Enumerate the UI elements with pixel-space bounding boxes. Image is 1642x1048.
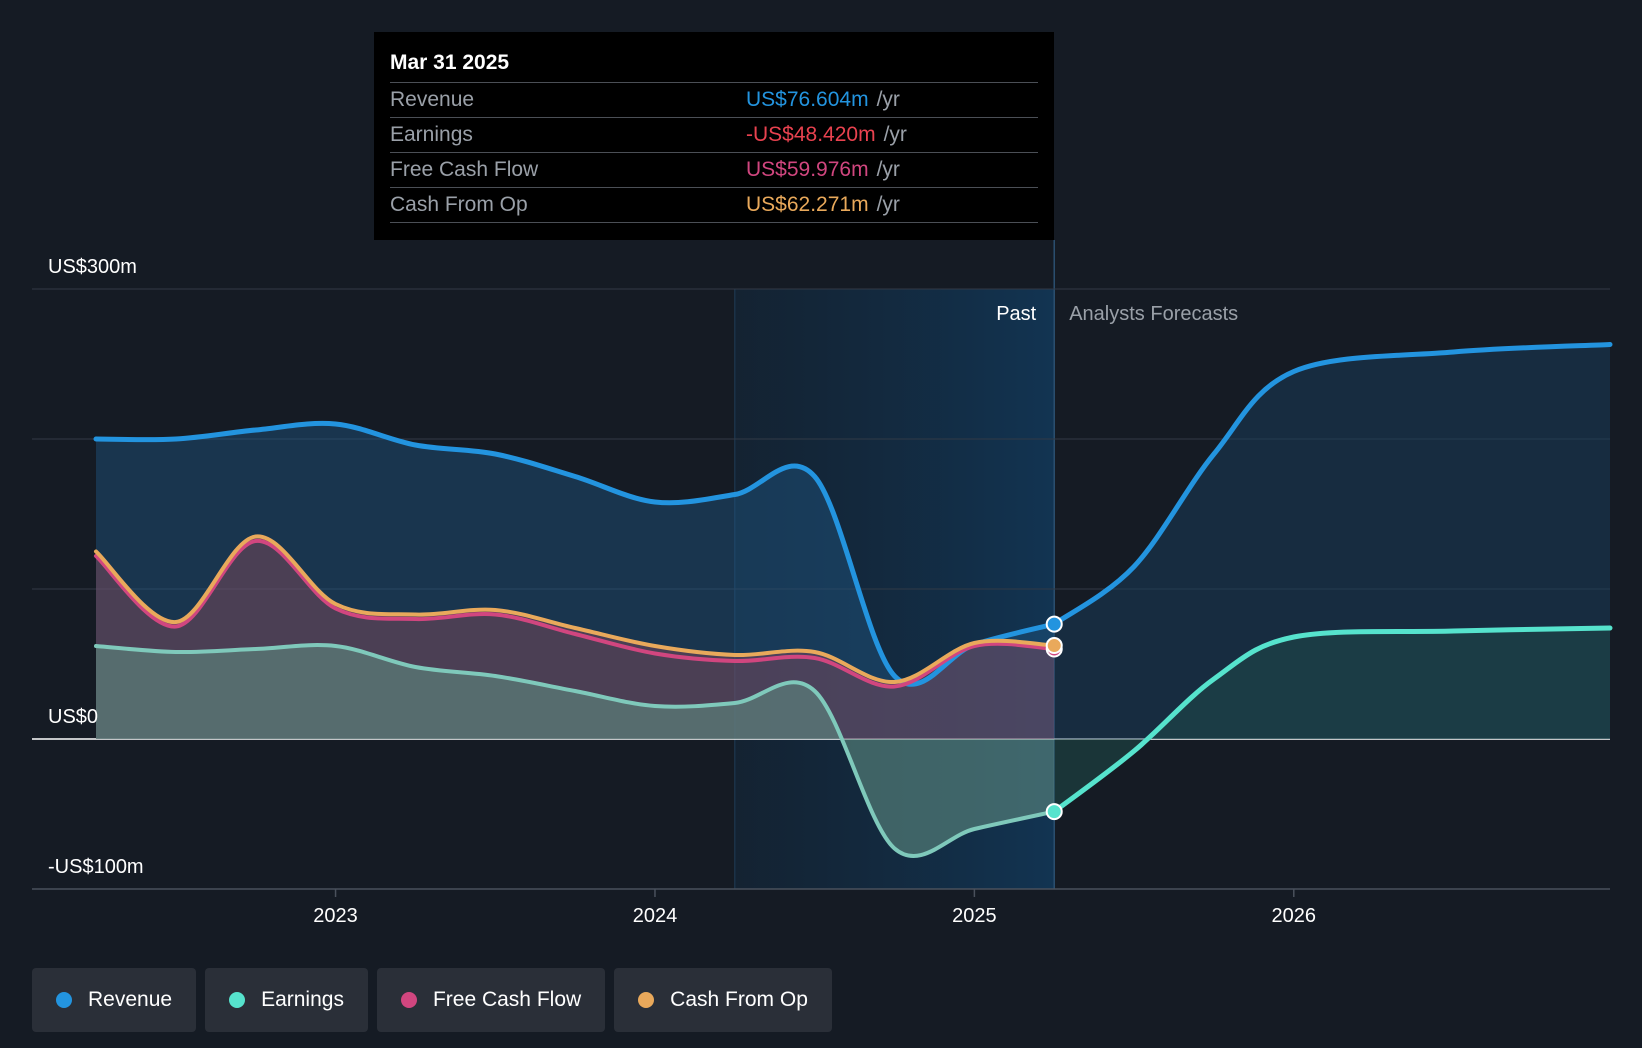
earnings-marker — [1045, 803, 1063, 821]
earnings-line — [94, 643, 1057, 858]
legend: Revenue Earnings Free Cash Flow Cash Fro… — [32, 968, 832, 1032]
tooltip-label: Revenue — [390, 88, 475, 111]
tooltip-label: Cash From Op — [390, 193, 528, 216]
earnings-forecast-line — [1051, 625, 1613, 815]
cash-from-op-line — [94, 534, 1057, 685]
y-axis-label: US$300m — [48, 256, 137, 278]
y-axis-label: -US$100m — [48, 856, 144, 878]
legend-label: Cash From Op — [670, 988, 808, 1011]
revenue-forecast-line — [1051, 342, 1613, 627]
tooltip-row-earnings: Earnings -US$48.420m /yr — [390, 117, 1038, 152]
legend-item-free-cash-flow[interactable]: Free Cash Flow — [376, 968, 606, 1032]
tooltip-row-free-cash-flow: Free Cash Flow US$59.976m /yr — [390, 152, 1038, 187]
tooltip-unit: /yr — [876, 158, 900, 181]
legend-label: Revenue — [88, 988, 173, 1011]
tooltip-value: US$59.976m — [746, 158, 869, 181]
cash-from-op-dot-icon — [638, 992, 655, 1008]
legend-item-cash-from-op[interactable]: Cash From Op — [614, 968, 832, 1032]
x-tick-label: 2024 — [633, 905, 678, 927]
tooltip-value: US$76.604m — [746, 88, 869, 111]
tooltip-row-cash-from-op: Cash From Op US$62.271m /yr — [390, 187, 1038, 223]
revenue-marker — [1045, 615, 1063, 633]
x-tick-label: 2025 — [952, 905, 997, 927]
earnings-area — [96, 645, 1055, 857]
legend-label: Free Cash Flow — [432, 988, 582, 1011]
tooltip-unit: /yr — [876, 193, 900, 216]
tooltip-label: Free Cash Flow — [390, 158, 539, 181]
y-axis-label: US$0 — [48, 706, 98, 728]
earnings-dot-icon — [229, 992, 246, 1008]
earnings-forecast-area — [1054, 628, 1610, 812]
tooltip-row-revenue: Revenue US$76.604m /yr — [390, 82, 1038, 117]
tooltip-label: Earnings — [390, 123, 473, 146]
tooltip-unit: /yr — [876, 88, 900, 111]
chart-area: US$300m US$0 -US$100m 2023 2024 2025 2026 Past A… — [32, 240, 1613, 927]
tooltip-date: Mar 31 2025 — [390, 51, 510, 74]
tooltip: Mar 31 2025 Revenue US$76.604m /yr Earni… — [374, 32, 1054, 240]
past-label: Past — [996, 303, 1036, 325]
tooltip-value: US$62.271m — [746, 193, 869, 216]
free-cash-flow-dot-icon — [400, 992, 417, 1008]
free-cash-flow-line — [94, 538, 1057, 689]
revenue-dot-icon — [56, 992, 72, 1008]
forecast-label: Analysts Forecasts — [1069, 303, 1238, 325]
tooltip-unit: /yr — [883, 123, 907, 146]
x-tick-label: 2026 — [1272, 905, 1317, 927]
legend-item-revenue[interactable]: Revenue — [32, 968, 197, 1032]
legend-item-earnings[interactable]: Earnings — [205, 968, 368, 1032]
cash-from-op-marker — [1045, 637, 1063, 655]
legend-label: Earnings — [261, 988, 344, 1011]
x-tick-label: 2023 — [313, 905, 358, 927]
revenue-line — [93, 420, 1057, 687]
tooltip-value: -US$48.420m — [746, 123, 876, 146]
